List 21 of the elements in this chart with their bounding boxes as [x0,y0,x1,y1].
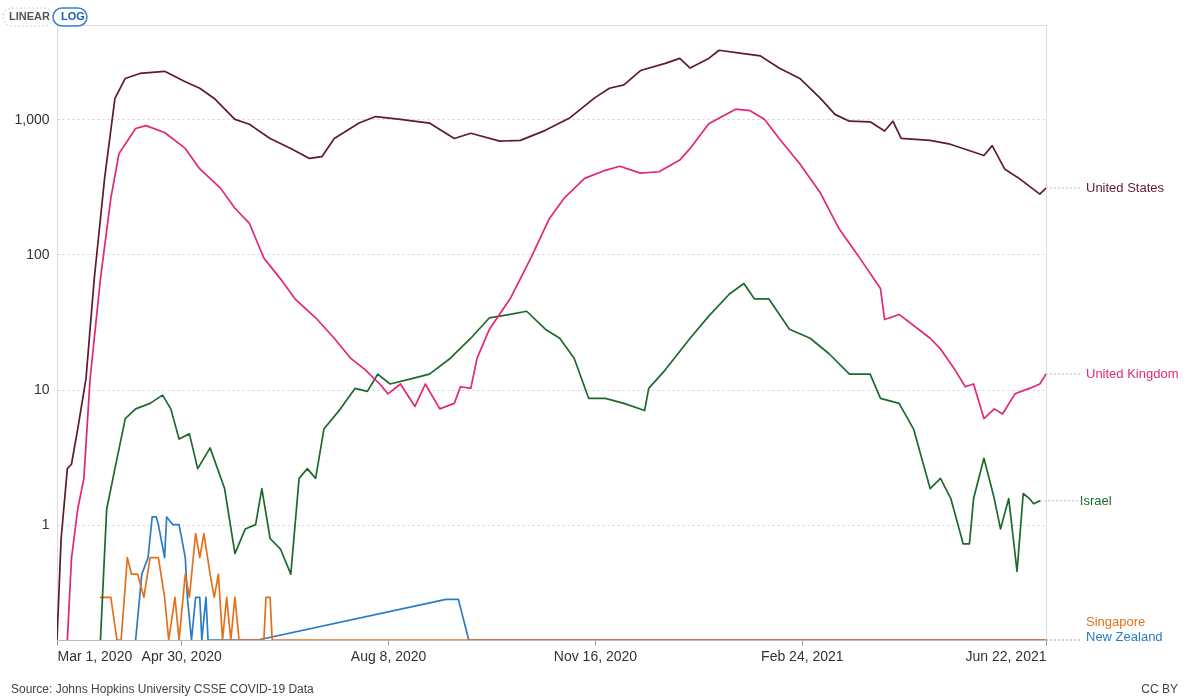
x-tick-label: Jun 22, 2021 [965,647,1047,664]
x-tick-label: Mar 1, 2020 [57,647,133,664]
text: Israel [1079,492,1112,508]
y-tick-label: 1,000 [14,110,50,127]
text: New Zealand [1086,629,1163,644]
x-tick-label: Feb 24, 2021 [761,647,844,664]
line-series [99,282,1041,640]
text: CC BY [1141,682,1178,696]
y-tick-label: 100 [26,246,50,262]
y-tick-label: 1 [41,516,50,533]
text: Singapore [1086,614,1146,629]
y-tick-label: 10 [33,381,50,398]
text: United States [1086,180,1165,196]
x-tick-label: Nov 16, 2020 [553,647,638,664]
line-series [99,532,1046,640]
x-tick-label: Apr 30, 2020 [141,647,222,664]
text: LOG [61,10,85,22]
x-tick-label: Aug 8, 2020 [350,647,427,664]
text: LINEAR [9,10,50,22]
source-note: Source: Johns Hopkins University CSSE COVID-19 Data [11,682,315,696]
text: United Kingdom [1086,366,1179,382]
